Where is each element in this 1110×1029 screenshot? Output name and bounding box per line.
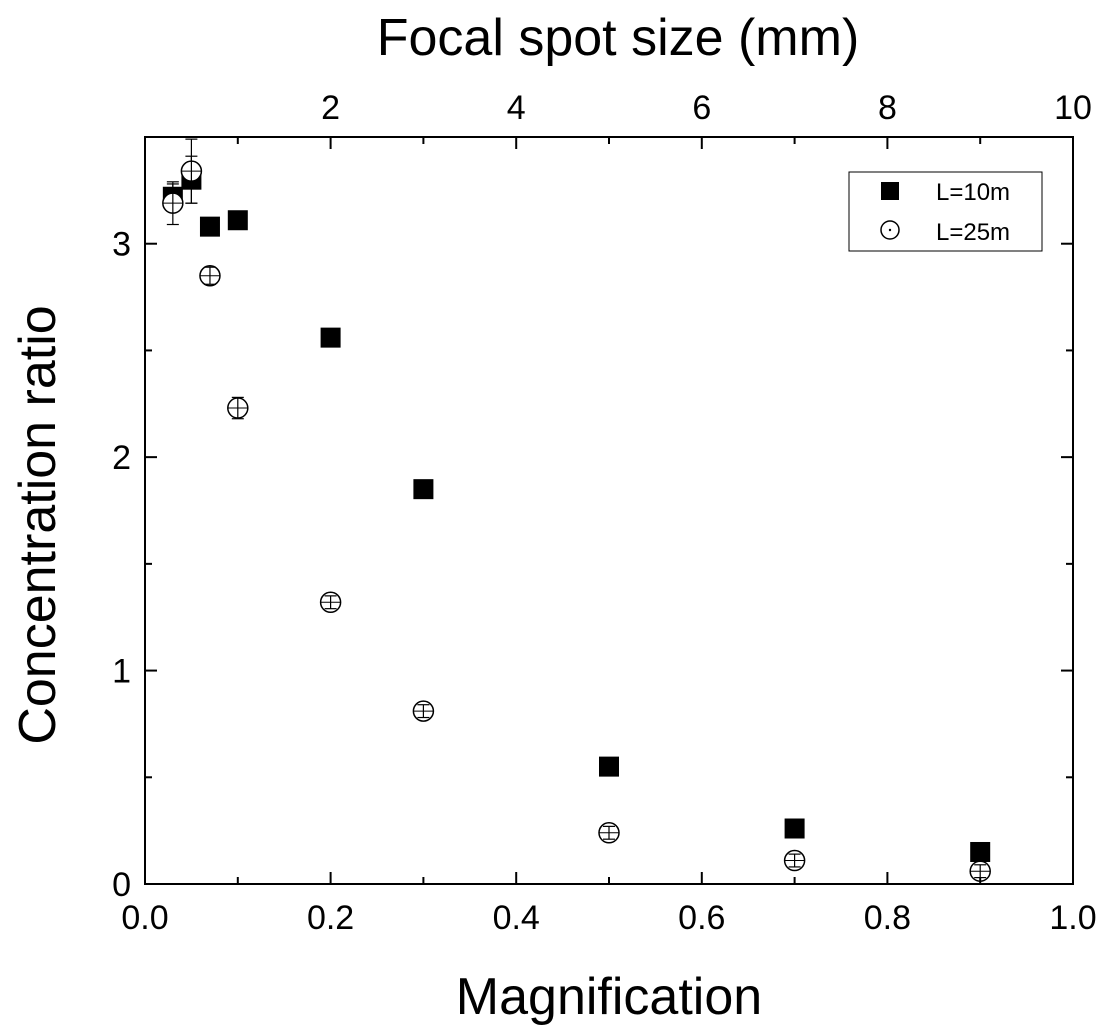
y-axis-title: Concentration ratio — [9, 305, 67, 744]
x2-tick-label: 8 — [878, 89, 897, 127]
x2-tick-label: 2 — [321, 89, 340, 127]
data-point-square — [970, 841, 991, 862]
y-tick-label: 3 — [112, 226, 131, 264]
x2-axis-title: Focal spot size (mm) — [377, 9, 860, 67]
x2-tick-label: 10 — [1054, 89, 1092, 127]
y-axis-ticks: 0 1 2 3 — [112, 226, 1073, 904]
x-tick-label: 1.0 — [1049, 899, 1096, 937]
x-tick-label: 0.8 — [864, 899, 911, 937]
data-point-square — [227, 210, 248, 231]
x-tick-label: 0.0 — [121, 899, 168, 937]
x-tick-label: 0.6 — [678, 899, 725, 937]
legend: L=10m L=25m — [848, 171, 1043, 252]
data-point-square — [784, 818, 805, 839]
x2-axis-ticks: 2 4 6 8 10 — [236, 89, 1092, 149]
data-point-square — [599, 756, 619, 777]
x-tick-label: 0.2 — [307, 899, 354, 937]
y-tick-label: 2 — [112, 439, 131, 477]
data-point-square — [199, 216, 220, 237]
series-l-25m — [162, 138, 991, 882]
data-point-square — [413, 479, 434, 500]
legend-label-l10m: L=10m — [936, 179, 1010, 206]
y-tick-label: 0 — [112, 866, 131, 904]
x-axis-title: Magnification — [456, 968, 762, 1026]
legend-marker-l25m-dot — [888, 228, 892, 232]
legend-marker-l10m — [881, 182, 899, 200]
y-tick-label: 1 — [112, 653, 131, 691]
legend-label-l25m: L=25m — [936, 219, 1010, 246]
x-tick-label: 0.4 — [493, 899, 540, 937]
plot-marks — [162, 138, 991, 882]
data-point-square — [320, 327, 341, 348]
x2-tick-label: 6 — [692, 89, 711, 127]
series-l-10m — [162, 155, 991, 862]
x-axis-ticks: 0.0 0.2 0.4 0.6 0.8 1.0 — [121, 872, 1097, 937]
x2-tick-label: 4 — [507, 89, 526, 127]
